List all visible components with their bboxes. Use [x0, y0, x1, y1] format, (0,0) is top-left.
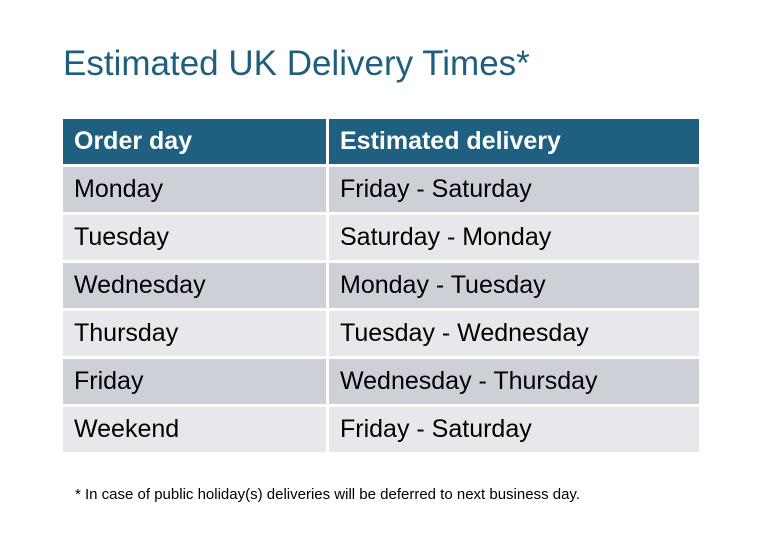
- table-row: Tuesday Saturday - Monday: [63, 215, 699, 260]
- delivery-cell: Monday - Tuesday: [329, 263, 699, 308]
- column-header-estimated-delivery: Estimated delivery: [329, 119, 699, 164]
- delivery-cell: Friday - Saturday: [329, 407, 699, 452]
- order-day-cell: Monday: [63, 167, 326, 212]
- table-row: Monday Friday - Saturday: [63, 167, 699, 212]
- order-day-cell: Thursday: [63, 311, 326, 356]
- order-day-cell: Weekend: [63, 407, 326, 452]
- delivery-cell: Saturday - Monday: [329, 215, 699, 260]
- footnote: * In case of public holiday(s) deliverie…: [75, 486, 580, 503]
- table-header-row: Order day Estimated delivery: [63, 119, 699, 164]
- table-row: Weekend Friday - Saturday: [63, 407, 699, 452]
- order-day-cell: Friday: [63, 359, 326, 404]
- order-day-cell: Wednesday: [63, 263, 326, 308]
- delivery-cell: Tuesday - Wednesday: [329, 311, 699, 356]
- delivery-times-table: Order day Estimated delivery Monday Frid…: [60, 116, 702, 455]
- table-row: Thursday Tuesday - Wednesday: [63, 311, 699, 356]
- column-header-order-day: Order day: [63, 119, 326, 164]
- order-day-cell: Tuesday: [63, 215, 326, 260]
- table-row: Wednesday Monday - Tuesday: [63, 263, 699, 308]
- delivery-cell: Wednesday - Thursday: [329, 359, 699, 404]
- page-title: Estimated UK Delivery Times*: [63, 44, 530, 83]
- delivery-cell: Friday - Saturday: [329, 167, 699, 212]
- table-row: Friday Wednesday - Thursday: [63, 359, 699, 404]
